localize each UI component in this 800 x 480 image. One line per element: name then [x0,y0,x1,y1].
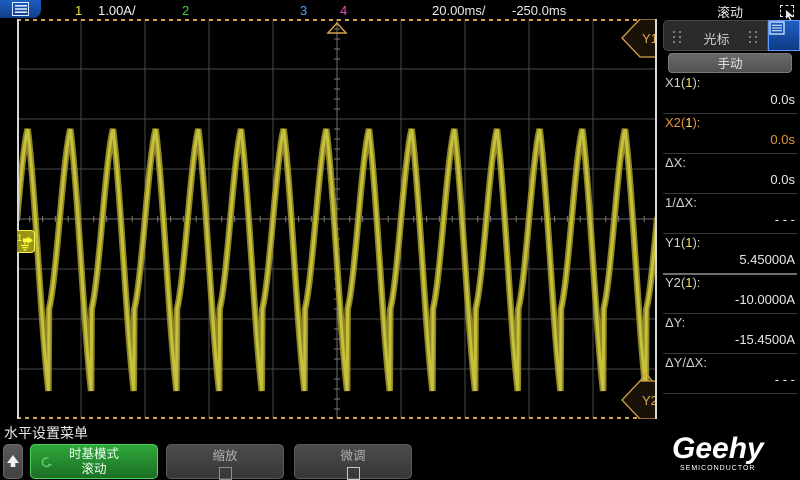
svg-text:SEMICONDUCTOR: SEMICONDUCTOR [680,465,755,472]
svg-text:Geehy: Geehy [672,432,765,465]
svg-text:1: 1 [17,233,22,244]
